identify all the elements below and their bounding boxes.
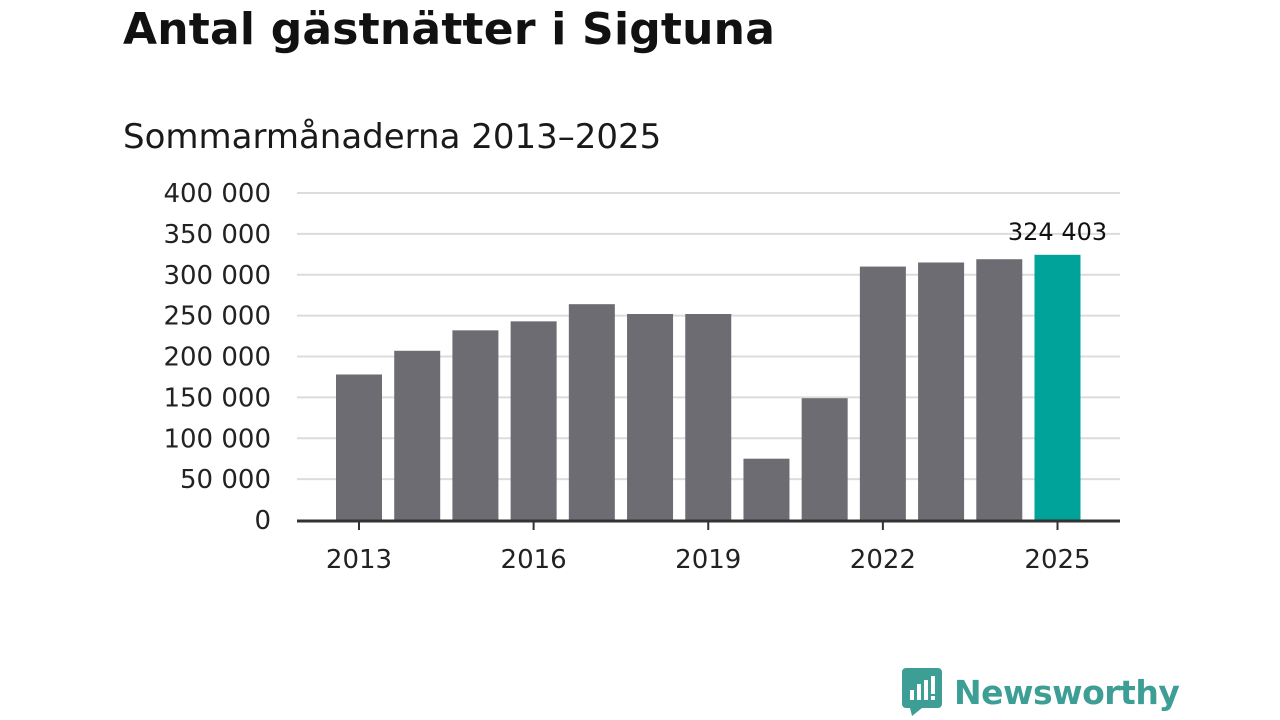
bar-2013 [336, 374, 382, 520]
annotations: 324 403 [1008, 218, 1107, 246]
newsworthy-logo: Newsworthy [902, 668, 1180, 716]
y-tick-label: 0 [254, 506, 271, 536]
y-tick-label: 400 000 [163, 179, 271, 209]
x-axis: 2013 2016 2019 2022 2025 [297, 519, 1120, 575]
y-axis-labels: 0 50 000 100 000 150 000 200 000 250 000 300 0… [163, 179, 271, 536]
bar-2015 [452, 330, 499, 520]
bar-2019 [685, 313, 732, 520]
bar-2017 [568, 304, 615, 520]
bars [336, 254, 1081, 521]
y-tick-label: 250 000 [163, 302, 271, 332]
y-tick-label: 100 000 [163, 424, 271, 454]
bar-2025 [1034, 254, 1081, 521]
x-tick-label: 2013 [326, 545, 392, 575]
bar-2020 [743, 458, 790, 520]
bar-2014 [394, 350, 441, 520]
y-tick-label: 350 000 [163, 220, 271, 250]
bar-2016 [510, 321, 557, 520]
x-tick-label: 2022 [850, 545, 916, 575]
x-tick-label: 2025 [1024, 545, 1090, 575]
bar-2024 [976, 259, 1023, 520]
data-label: 324 403 [1008, 218, 1107, 246]
newsworthy-logo-icon [902, 668, 942, 716]
y-tick-label: 150 000 [163, 383, 271, 413]
bar-2023 [918, 262, 965, 520]
x-tick-label: 2019 [675, 545, 741, 575]
y-tick-label: 200 000 [163, 343, 271, 373]
bar-2018 [627, 313, 674, 520]
bar-2021 [801, 398, 848, 520]
y-tick-label: 50 000 [180, 465, 271, 495]
chart-subtitle: Sommarmånaderna 2013–2025 [123, 117, 662, 157]
chart-title: Antal gästnätter i Sigtuna [123, 4, 776, 55]
y-tick-label: 300 000 [163, 261, 271, 291]
x-tick-label: 2016 [501, 545, 567, 575]
bar-2022 [859, 266, 906, 520]
brand-name: Newsworthy [954, 672, 1180, 712]
